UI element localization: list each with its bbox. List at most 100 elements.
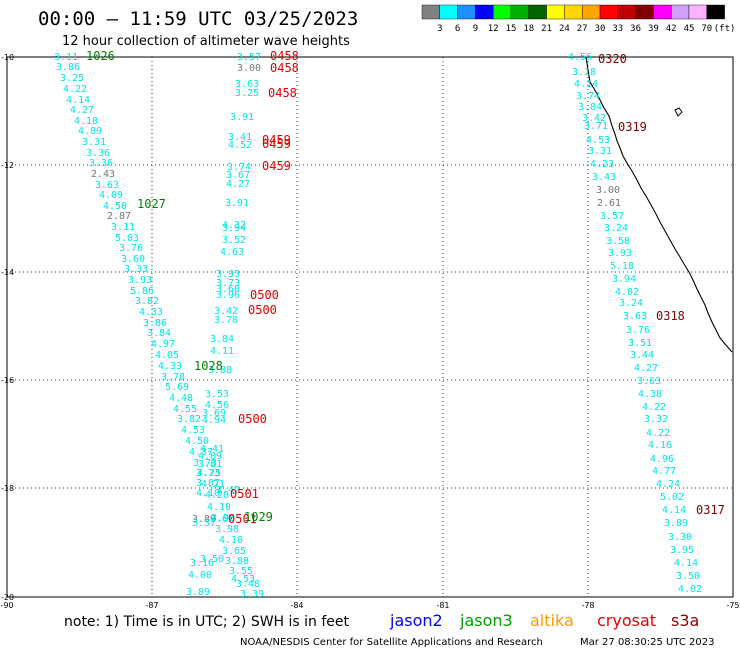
- pass-time-label: 0459: [262, 133, 291, 147]
- y-tick-label: -18: [1, 484, 14, 493]
- swh-label: 3.57: [600, 211, 624, 222]
- satellite-s3a-label: s3a: [671, 611, 699, 630]
- pass-time-label: 0501: [230, 487, 259, 501]
- swh-label: 3.91: [225, 198, 249, 209]
- legend-label: 27: [577, 24, 588, 34]
- swh-label: 3.11: [54, 52, 78, 63]
- color-scale-legend: 3 6 9 12 15 18 21 24 27 30 33 36 39 42 45 70 (ft): [421, 4, 735, 34]
- swh-label: 3.73: [193, 458, 217, 469]
- swh-label: 3.88: [225, 556, 249, 567]
- credit-text: NOAA/NESDIS Center for Satellite Applica…: [240, 637, 543, 648]
- y-tick-label: -12: [1, 161, 14, 170]
- legend-swatch: [510, 4, 529, 20]
- legend-swatch: [546, 4, 565, 20]
- pass-time-label: 1028: [194, 359, 223, 373]
- pass-time-label: 0459: [262, 137, 291, 151]
- swh-label: 4.14: [66, 95, 90, 106]
- swh-label: 3.51: [628, 338, 652, 349]
- pass-time-label: 0318: [656, 309, 685, 323]
- swh-label: 3.98: [215, 524, 239, 535]
- swh-label: 4.14: [674, 558, 698, 569]
- swh-label: 4.50: [185, 436, 209, 447]
- legend-label: 39: [648, 24, 659, 34]
- pass-time-label: 1026: [86, 49, 115, 63]
- swh-label: 2.43: [91, 169, 115, 180]
- swh-label: 4.09: [99, 190, 123, 201]
- legend-swatch: [457, 4, 476, 20]
- satellite-jason2-label: jason2: [389, 611, 443, 630]
- swh-label: 3.76: [626, 325, 650, 336]
- swh-label: 4.53: [181, 425, 205, 436]
- pass-time-label: 0459: [262, 159, 291, 173]
- swh-label: 5.86: [130, 286, 154, 297]
- swh-label: 3.71: [584, 121, 608, 132]
- pass-time-label: 0458: [268, 86, 297, 100]
- swh-label: 3.42: [582, 113, 606, 124]
- swh-label: 3.94: [222, 223, 246, 234]
- swh-label: 3.94: [612, 274, 636, 285]
- x-tick-label: -78: [581, 601, 594, 610]
- satellite-legend: jason2 jason3 altika cryosat s3a: [389, 611, 699, 630]
- swh-label: 3.93: [128, 275, 152, 286]
- swh-label: 3.84: [147, 328, 171, 339]
- swh-label: 3.11: [111, 222, 135, 233]
- swh-label: 3.44: [630, 350, 654, 361]
- legend-label: 45: [684, 24, 695, 34]
- swh-label: 3.73: [196, 468, 220, 479]
- legend-swatch: [493, 4, 512, 20]
- swh-label: 3.31: [82, 137, 106, 148]
- swh-label: 4.05: [155, 350, 179, 361]
- swh-label: 4.16: [648, 440, 672, 451]
- swh-label: 4.53: [231, 574, 255, 585]
- legend-swatch: [528, 4, 547, 20]
- legend-swatch: [635, 4, 654, 20]
- swh-label: 3.81: [198, 459, 222, 470]
- swh-label: 3.24: [619, 298, 643, 309]
- pass-time-label: 0501: [228, 512, 257, 526]
- swh-label: 3.78: [161, 372, 185, 383]
- swh-label: 3.91: [230, 112, 254, 123]
- wave-height-labels: 3.113.863.254.224.144.274.184.893.313.36…: [54, 49, 725, 600]
- swh-label: 3.74: [576, 91, 600, 102]
- swh-label: 4.22: [63, 84, 87, 95]
- swh-label: 3.16: [190, 558, 214, 569]
- swh-label: 3.95: [670, 545, 694, 556]
- swh-label: 3.74: [227, 162, 251, 173]
- legend-swatch: [617, 4, 636, 20]
- swh-label: 4.14: [662, 505, 686, 516]
- pass-time-label: 0500: [238, 412, 267, 426]
- swh-label: 5.03: [115, 233, 139, 244]
- swh-label: 4.52: [228, 140, 252, 151]
- swh-label: 3.86: [56, 62, 80, 73]
- swh-label: 3.69: [202, 408, 226, 419]
- swh-label: 4.27: [226, 179, 250, 190]
- legend-label: 6: [455, 24, 460, 34]
- pass-time-label: 0458: [270, 49, 299, 63]
- swh-label: 3.36: [89, 158, 113, 169]
- swh-label: 3.89: [186, 587, 210, 598]
- swh-label: 4.09: [198, 451, 222, 462]
- swh-label: 3.53: [205, 389, 229, 400]
- swh-label: 3.93: [608, 248, 632, 259]
- swh-label: 2.61: [597, 198, 621, 209]
- swh-label: 4.97: [151, 339, 175, 350]
- x-tick-label: -90: [0, 601, 13, 610]
- pass-time-label: 1029: [244, 510, 273, 524]
- legend-swatch: [421, 4, 440, 20]
- legend-label: 21: [541, 24, 552, 34]
- swh-label: 4.02: [678, 584, 702, 595]
- island-outline: [674, 107, 683, 117]
- legend-label: 36: [630, 24, 641, 34]
- swh-label: 4.33: [158, 361, 182, 372]
- swh-label: 3.63: [623, 311, 647, 322]
- legend-label: 30: [595, 24, 606, 34]
- legend-swatch: [564, 4, 583, 20]
- swh-label: 3.32: [644, 414, 668, 425]
- swh-label: 3.41: [228, 132, 252, 143]
- swh-label: 3.67: [226, 170, 250, 181]
- swh-label: 3.58: [606, 236, 630, 247]
- legend-swatch: [582, 4, 601, 20]
- legend-label: 15: [506, 24, 517, 34]
